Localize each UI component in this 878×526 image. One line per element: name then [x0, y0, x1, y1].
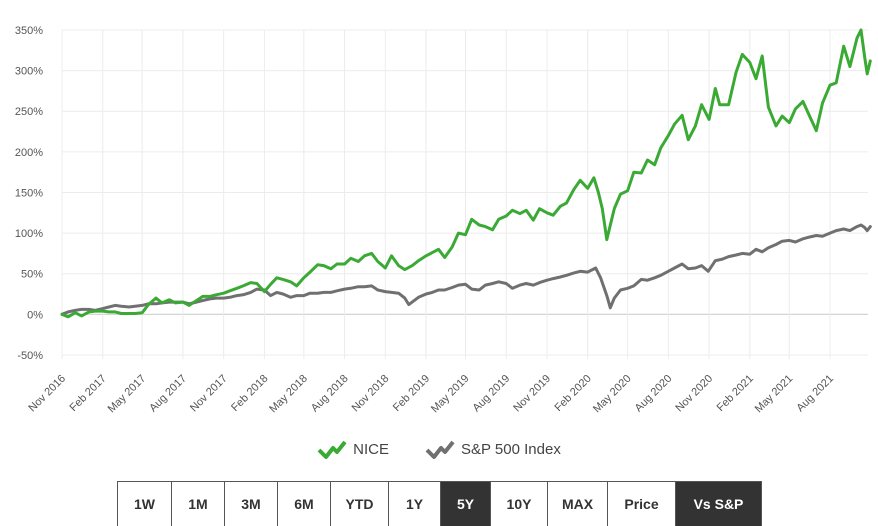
x-tick-label: Feb 2021	[715, 373, 756, 414]
x-tick-label: Feb 2017	[68, 373, 109, 414]
series-line-sp500	[60, 223, 872, 316]
legend-item-nice[interactable]: NICE	[317, 438, 389, 460]
range-button-max[interactable]: MAX	[548, 482, 608, 526]
y-tick-label: 350%	[15, 25, 43, 37]
x-tick-label: May 2020	[591, 373, 634, 416]
range-button-1y[interactable]: 1Y	[389, 482, 441, 526]
y-tick-label: 250%	[15, 106, 43, 118]
x-tick-label: Aug 2020	[633, 373, 675, 415]
range-button-10y[interactable]: 10Y	[491, 482, 548, 526]
range-button-1w[interactable]: 1W	[118, 482, 172, 526]
x-tick-label: Feb 2018	[229, 373, 270, 414]
performance-chart: 350% 300% 250% 200% 150% 100% 50% 0% -50% Nov 20…	[15, 25, 872, 416]
legend-item-sp500[interactable]: S&P 500 Index	[425, 438, 561, 460]
x-tick-label: May 2021	[753, 373, 796, 416]
series-line-nice	[60, 28, 872, 319]
x-tick-label: Nov 2017	[188, 373, 230, 415]
y-tick-label: 150%	[15, 187, 43, 199]
x-tick-label: Aug 2019	[471, 373, 513, 415]
grid	[61, 29, 868, 359]
x-tick-label: Aug 2018	[309, 373, 351, 415]
range-button-5y[interactable]: 5Y	[441, 482, 491, 526]
legend-swatch-sp500	[425, 440, 455, 459]
x-tick-label: Nov 2019	[511, 373, 553, 415]
x-tick-label: Nov 2016	[26, 373, 68, 415]
chart-legend: NICE S&P 500 Index	[0, 438, 878, 460]
x-tick-label: May 2017	[106, 373, 149, 416]
x-tick-label: Aug 2021	[794, 373, 836, 415]
range-button-ytd[interactable]: YTD	[331, 482, 389, 526]
range-button-6m[interactable]: 6M	[278, 482, 331, 526]
y-axis: 350% 300% 250% 200% 150% 100% 50% 0% -50%	[15, 25, 43, 362]
legend-line-icon	[317, 440, 347, 459]
x-tick-label: Nov 2018	[350, 373, 392, 415]
y-tick-label: 0%	[27, 309, 43, 321]
range-button-vs-sp[interactable]: Vs S&P	[676, 482, 761, 526]
y-tick-label: 200%	[15, 147, 43, 159]
legend-label-sp500: S&P 500 Index	[461, 440, 561, 458]
y-tick-label: 100%	[15, 228, 43, 240]
x-tick-label: May 2018	[267, 373, 310, 416]
legend-line-icon	[425, 440, 455, 459]
y-tick-label: 300%	[15, 66, 43, 78]
x-tick-label: Nov 2020	[673, 373, 715, 415]
legend-swatch-nice	[317, 440, 347, 459]
series-lines	[60, 28, 872, 319]
x-tick-label: Feb 2020	[552, 373, 593, 414]
x-tick-label: Aug 2017	[147, 373, 189, 415]
x-tick-label: Feb 2019	[391, 373, 432, 414]
range-button-3m[interactable]: 3M	[225, 482, 278, 526]
x-tick-label: May 2019	[429, 373, 472, 416]
legend-label-nice: NICE	[353, 440, 390, 458]
range-button-1m[interactable]: 1M	[172, 482, 225, 526]
range-button-price[interactable]: Price	[608, 482, 676, 526]
y-tick-label: -50%	[17, 350, 43, 362]
y-tick-label: 50%	[21, 269, 43, 281]
range-selector: 1W 1M 3M 6M YTD 1Y 5Y 10Y MAX Price Vs S…	[117, 481, 762, 526]
